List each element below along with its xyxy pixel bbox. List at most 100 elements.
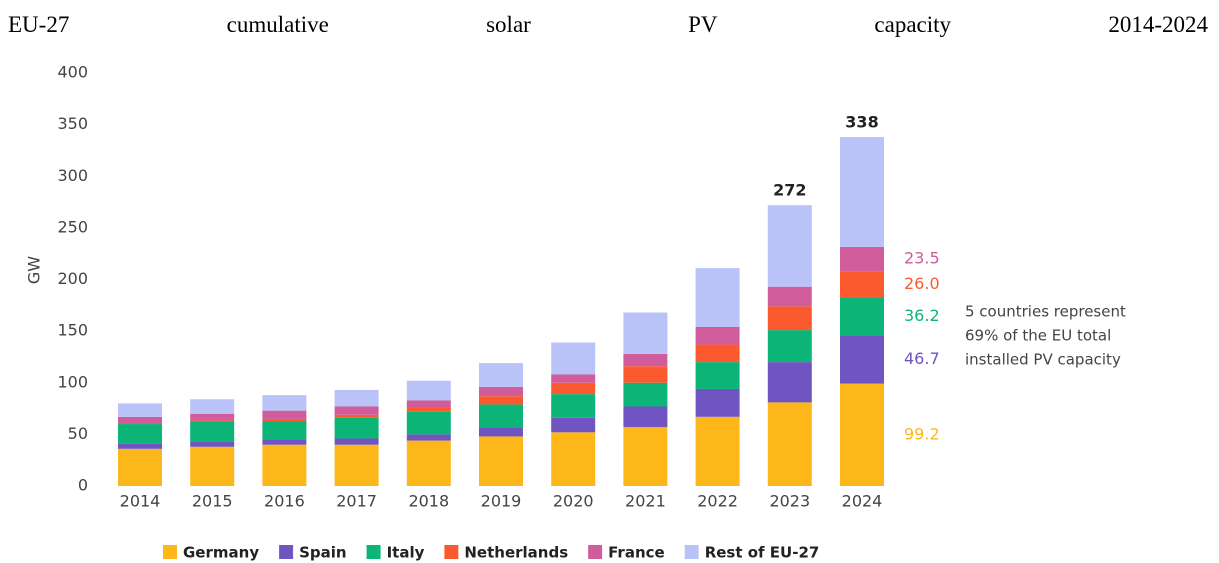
bar-segment [623,382,668,407]
chart-title: EU-27 cumulative solar PV capacity 2014-… [8,12,1208,37]
legend-label: Netherlands [464,544,568,562]
bar-segment [334,406,379,415]
bar-segment [190,399,235,414]
bar-segment [262,439,307,445]
bar-segment [479,427,523,437]
bar-segment [623,427,668,486]
x-tick-label: 2023 [769,492,810,511]
bar-segment [551,417,596,433]
bar-segment [479,396,523,405]
y-tick-label: 200 [57,269,88,288]
bar-segment [551,394,596,418]
bar-segment [767,362,812,403]
bar-segment [479,404,523,428]
total-label: 272 [773,181,806,200]
bar-segment [551,374,596,383]
bar-segment [695,268,740,327]
legend-swatch [279,545,294,559]
data-label: 26.0 [904,274,940,293]
bar-segment [623,406,668,428]
x-tick-label: 2020 [553,492,594,511]
bar-segment [840,271,884,298]
x-tick-label: 2016 [264,492,305,511]
bar-segment [190,420,235,422]
bar-segment [695,388,740,417]
bar-segment [695,344,740,363]
y-tick-label: 100 [57,372,88,391]
y-tick-label: 0 [78,476,88,495]
bar-segment [118,416,162,424]
bar-segment [262,420,307,440]
bar-segment [695,326,740,345]
bar-segment [334,414,379,418]
data-label: 99.2 [904,424,940,443]
bar-segment [623,353,668,367]
bar-segment [840,297,884,336]
bar-segment [118,403,162,417]
y-tick-label: 400 [57,63,88,82]
legend-swatch [444,545,459,559]
x-tick-label: 2019 [481,492,522,511]
bar-segment [334,417,379,439]
legend-label: Germany [183,544,259,562]
bar-segment [695,362,740,389]
bar-segment [840,246,884,272]
bar-segment [190,441,235,447]
bar-segment [551,382,596,395]
bar-segment [262,444,307,486]
bar-segment [118,448,162,486]
x-tick-label: 2015 [192,492,233,511]
legend-label: Italy [387,544,425,562]
bar-segment [118,423,162,425]
x-tick-label: 2024 [842,492,883,511]
legend-label: Rest of EU-27 [705,544,820,562]
bar-segment [334,444,379,486]
annotation: 5 countries represent [965,303,1126,321]
bar-segment [479,386,523,397]
bar-segment [623,366,668,383]
y-axis-label: GW [25,256,44,284]
bar-segment [406,440,451,486]
bar-segment [406,407,451,412]
bar-segment [118,443,162,449]
legend-swatch [588,545,603,559]
x-tick-label: 2018 [408,492,449,511]
y-tick-label: 250 [57,217,88,236]
bar-segment [840,335,884,384]
bar-segment [551,432,596,486]
bar-segment [767,306,812,331]
data-label: 36.2 [904,306,940,325]
x-tick-label: 2014 [120,492,161,511]
legend-label: Spain [299,544,346,562]
bar-segment [406,434,451,441]
bar-segment [767,286,812,307]
x-tick-label: 2021 [625,492,666,511]
y-tick-label: 350 [57,114,88,133]
y-tick-label: 150 [57,321,88,340]
bar-segment [840,383,884,486]
bar-segment [767,205,812,287]
bar-segment [479,436,523,486]
annotation: 69% of the EU total [965,327,1111,345]
x-tick-label: 2017 [336,492,377,511]
y-tick-label: 50 [68,424,88,443]
bar-segment [262,410,307,419]
y-tick-label: 300 [57,166,88,185]
bar-segment [695,416,740,486]
bar-segment [190,446,235,486]
bar-segment [334,438,379,445]
annotation: installed PV capacity [965,351,1121,369]
data-label: 46.7 [904,349,940,368]
bar-segment [262,418,307,421]
bar-segment [262,395,307,411]
legend-swatch [684,545,699,559]
data-label: 23.5 [904,249,940,268]
bar-segment [406,400,451,408]
legend-swatch [366,545,381,559]
bar-segment [118,424,162,444]
bar-segment [767,330,812,363]
bar-segment [479,363,523,387]
bar-segment [767,402,812,486]
